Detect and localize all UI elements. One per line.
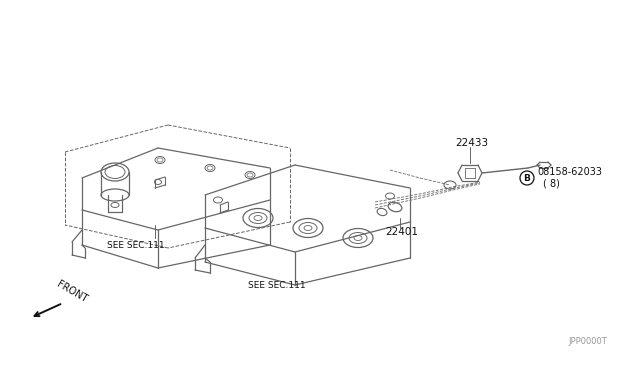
Text: SEE SEC.111: SEE SEC.111 [107,241,164,250]
Text: ( 8): ( 8) [543,178,560,188]
Text: 22433: 22433 [455,138,488,148]
Text: SEE SEC.111: SEE SEC.111 [248,280,306,289]
Text: B: B [524,173,531,183]
Text: JPP0000T: JPP0000T [568,337,607,346]
Text: 08158-62033: 08158-62033 [537,167,602,177]
Text: 22401: 22401 [385,227,418,237]
Text: FRONT: FRONT [55,279,89,305]
